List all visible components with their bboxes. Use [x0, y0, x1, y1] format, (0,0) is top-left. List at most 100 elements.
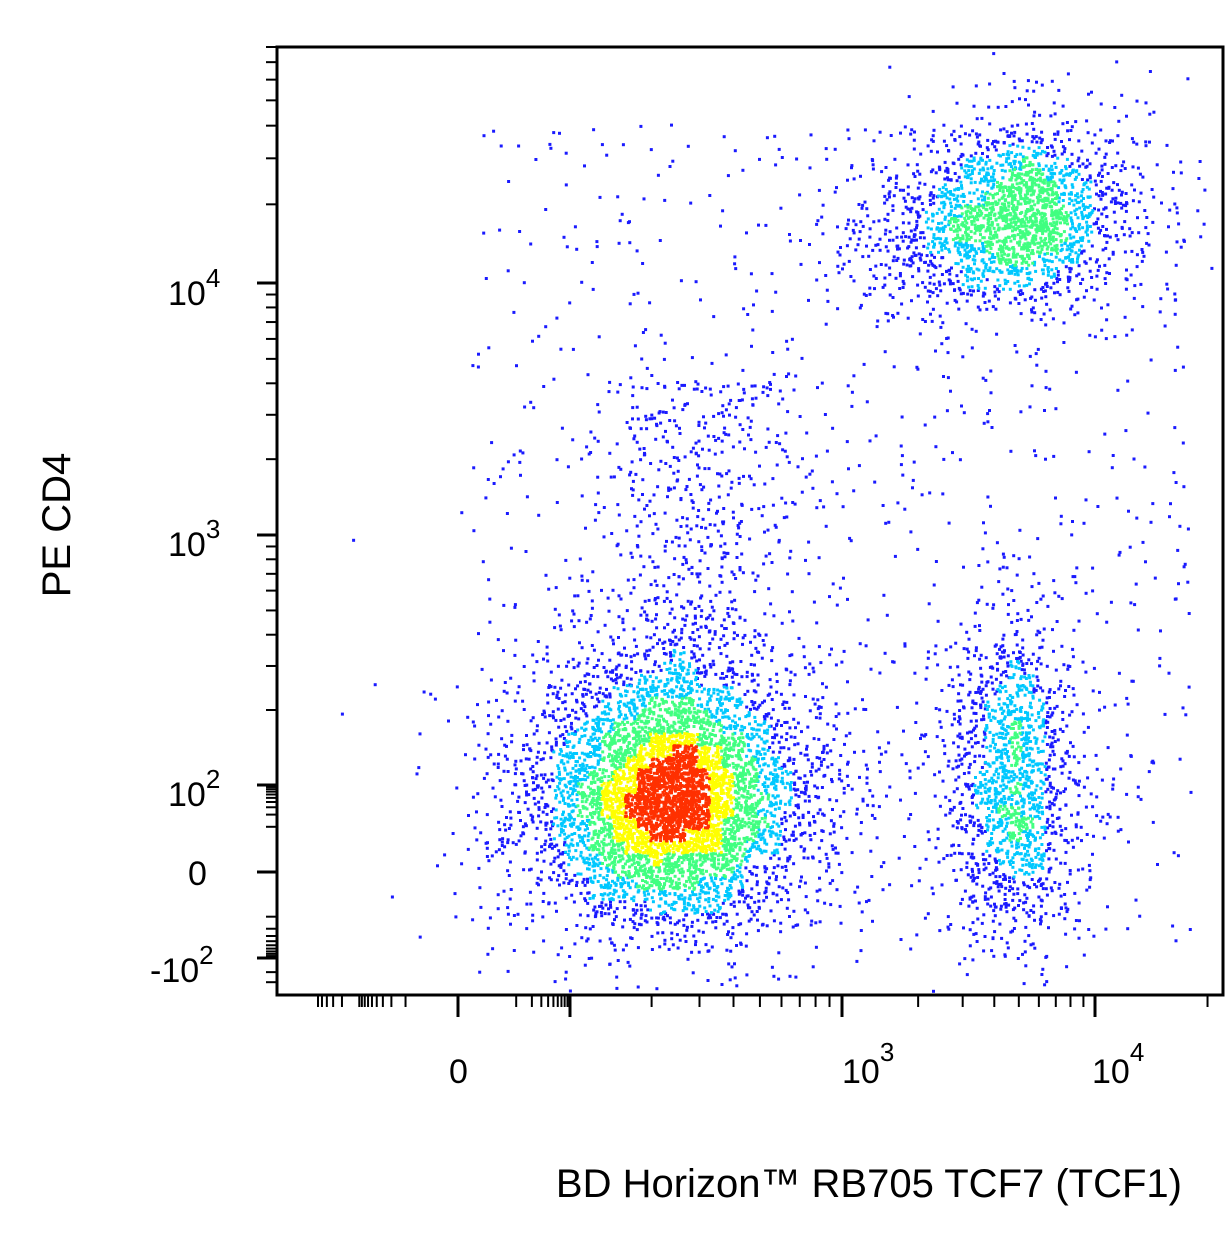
event-dot [678, 658, 682, 662]
event-dot [723, 555, 727, 559]
event-dot [879, 865, 883, 869]
event-dot [1016, 892, 1020, 896]
event-dot [917, 879, 921, 883]
event-dot [1093, 335, 1097, 339]
event-dot [938, 283, 942, 287]
event-dot [683, 455, 687, 459]
event-dot [1108, 815, 1112, 819]
event-dot [846, 680, 849, 684]
event-dot [744, 866, 748, 870]
event-dot [1094, 753, 1098, 757]
event-dot [812, 737, 816, 741]
event-dot [1144, 226, 1148, 230]
event-dot [916, 186, 920, 190]
event-dot [826, 765, 830, 769]
event-dot [436, 864, 439, 868]
event-dot [1042, 702, 1046, 706]
event-dot [1121, 203, 1125, 207]
event-dot [558, 800, 562, 804]
event-dot [992, 824, 996, 828]
event-dot [619, 673, 623, 677]
event-dot [1048, 804, 1052, 808]
event-dot [1011, 887, 1015, 891]
event-dot [1116, 201, 1120, 205]
event-dot [763, 865, 767, 869]
event-dot [1051, 736, 1055, 740]
event-dot [451, 832, 455, 835]
event-dot [543, 843, 547, 846]
event-dot [616, 652, 620, 656]
event-dot [506, 838, 510, 842]
event-dot [938, 720, 942, 724]
event-dot [1068, 266, 1072, 270]
event-dot [888, 190, 892, 194]
event-dot [841, 505, 845, 509]
event-dot [1025, 132, 1029, 136]
event-dot [997, 889, 1001, 893]
event-dot [1151, 502, 1155, 506]
event-dot [820, 215, 824, 219]
event-dot [1101, 225, 1105, 228]
event-dot [998, 684, 1002, 688]
event-dot [681, 408, 685, 412]
event-dot [811, 666, 815, 670]
event-dot [764, 849, 768, 853]
event-dot [738, 440, 742, 444]
event-dot [976, 806, 980, 810]
event-dot [731, 510, 735, 514]
event-dot [988, 749, 992, 753]
event-dot [743, 447, 746, 451]
event-dot [771, 750, 775, 754]
event-dot [512, 949, 516, 952]
event-dot [974, 329, 978, 333]
event-dot [762, 562, 766, 566]
event-dot [769, 382, 772, 386]
event-dot [1068, 173, 1072, 177]
event-dot [884, 311, 888, 315]
event-dot [996, 278, 1000, 282]
event-dot [770, 830, 774, 834]
event-dot [649, 462, 653, 465]
event-dot [767, 587, 771, 591]
event-dot [553, 816, 557, 820]
event-dot [946, 376, 950, 380]
event-dot [783, 847, 787, 851]
event-dot [507, 180, 511, 183]
event-dot [1051, 711, 1055, 715]
event-dot [564, 754, 567, 758]
event-dot [1068, 869, 1072, 872]
event-dot [963, 169, 967, 173]
event-dot [591, 287, 595, 291]
event-dot [649, 636, 653, 640]
event-dot [1044, 164, 1048, 168]
event-dot [986, 819, 989, 823]
event-dot [901, 212, 905, 216]
event-dot [1044, 323, 1048, 327]
event-dot [809, 838, 813, 842]
event-dot [1040, 138, 1044, 142]
event-dot [748, 906, 752, 910]
event-dot [993, 716, 997, 720]
event-dot [909, 132, 913, 136]
event-dot [1098, 171, 1102, 175]
event-dot [489, 678, 493, 682]
event-dot [1028, 354, 1032, 358]
event-dot [981, 190, 984, 194]
event-dot [771, 646, 775, 650]
event-dot [720, 474, 724, 478]
event-dot [943, 744, 947, 748]
event-dot [719, 390, 723, 394]
event-dot [988, 409, 991, 412]
event-dot [1093, 207, 1096, 211]
event-dot [718, 689, 722, 693]
event-dot [786, 410, 790, 414]
event-dot [680, 631, 684, 635]
event-dot [487, 578, 491, 582]
event-dot [918, 181, 922, 185]
event-dot [636, 985, 640, 989]
event-dot [714, 926, 718, 930]
event-dot [750, 344, 753, 348]
event-dot [855, 959, 859, 963]
event-dot [1034, 269, 1038, 273]
event-dot [803, 831, 807, 835]
